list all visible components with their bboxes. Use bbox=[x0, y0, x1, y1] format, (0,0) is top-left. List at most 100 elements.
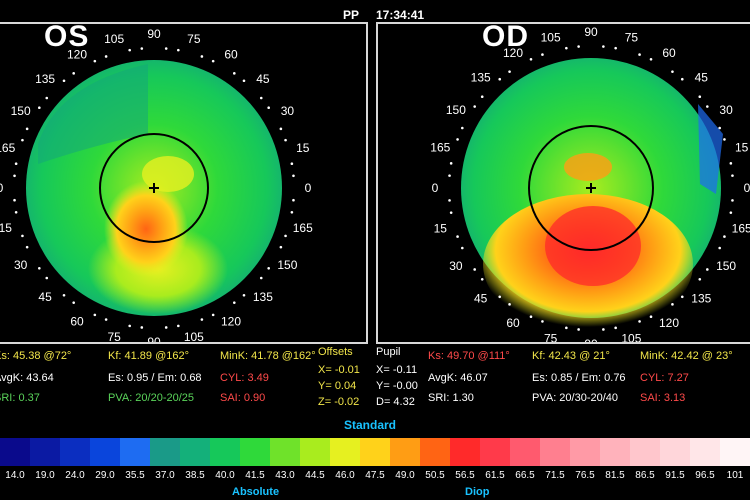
pupil-panel: Pupil X= -0.11 Y= -0.00 D= 4.32 bbox=[376, 346, 426, 416]
os-sai: SAI: 0.90 bbox=[220, 392, 266, 404]
od-center-cross bbox=[586, 183, 596, 193]
angle-tick bbox=[128, 324, 131, 328]
angle-tick bbox=[140, 47, 144, 50]
angle-label: 90 bbox=[147, 27, 161, 41]
scale-swatch bbox=[630, 438, 660, 466]
angle-tick bbox=[14, 211, 18, 214]
angle-tick bbox=[284, 234, 287, 238]
scale-value: 56.5 bbox=[455, 470, 475, 481]
angle-label: 105 bbox=[104, 32, 124, 46]
od-pupil-circle bbox=[528, 125, 654, 251]
pupil-d: D= 4.32 bbox=[376, 396, 415, 408]
scale-swatch bbox=[300, 438, 330, 466]
angle-label: 75 bbox=[544, 332, 558, 342]
scale-value: 37.0 bbox=[155, 470, 175, 481]
angle-tick bbox=[577, 45, 580, 48]
scale-swatch bbox=[690, 438, 720, 466]
angle-tick bbox=[233, 72, 236, 75]
angle-tick bbox=[448, 174, 451, 177]
od-map-panel[interactable]: OD bbox=[376, 20, 750, 344]
scale-value: 86.5 bbox=[635, 470, 655, 481]
os-angle-ticks bbox=[13, 47, 295, 329]
scale-value: 29.0 bbox=[95, 470, 115, 481]
angle-tick bbox=[72, 72, 75, 75]
angle-label: 75 bbox=[187, 32, 201, 46]
scale-value: 38.5 bbox=[185, 470, 205, 481]
angle-tick bbox=[680, 77, 684, 81]
od-cyl: CYL: 7.27 bbox=[640, 372, 689, 384]
angle-tick bbox=[242, 293, 246, 297]
angle-tick bbox=[177, 48, 180, 52]
angle-tick bbox=[480, 277, 484, 281]
angle-tick bbox=[200, 318, 204, 321]
angle-tick bbox=[706, 268, 709, 271]
angle-tick bbox=[456, 235, 459, 238]
angle-label: 90 bbox=[584, 25, 598, 39]
angle-tick bbox=[638, 320, 641, 323]
angle-label: 75 bbox=[625, 30, 639, 44]
angle-tick bbox=[72, 301, 75, 304]
angle-tick bbox=[242, 79, 246, 83]
angle-label: 30 bbox=[449, 259, 463, 273]
angle-tick bbox=[602, 328, 605, 331]
angle-tick bbox=[21, 138, 24, 142]
scale-value: 50.5 bbox=[425, 470, 445, 481]
angle-tick bbox=[279, 245, 283, 249]
pupil-title: Pupil bbox=[376, 346, 401, 358]
absolute-scale-label[interactable]: Absolute bbox=[232, 486, 280, 498]
scale-value: 61.5 bbox=[485, 470, 505, 481]
angle-tick bbox=[473, 105, 476, 108]
scale-value: 41.5 bbox=[245, 470, 265, 481]
color-scale-bar bbox=[0, 438, 750, 466]
scale-value: 49.0 bbox=[395, 470, 415, 481]
angle-label: 15 bbox=[735, 141, 749, 155]
angle-tick bbox=[200, 55, 204, 58]
scale-value: 46.0 bbox=[335, 470, 355, 481]
scale-value: 96.5 bbox=[695, 470, 715, 481]
offsets-panel: Offsets X= -0.01 Y= 0.04 Z= -0.02 bbox=[318, 346, 374, 416]
angle-tick bbox=[25, 127, 29, 131]
angle-label: 165 bbox=[293, 221, 313, 235]
os-map-panel[interactable]: OS bbox=[0, 20, 368, 344]
angle-label: 0 bbox=[744, 181, 750, 195]
scale-value: 40.0 bbox=[215, 470, 235, 481]
angle-tick bbox=[508, 70, 511, 73]
os-topography-map[interactable]: 0 15 30 45 60 75 90 105 120 135 150 165 0 15 30 45 60 75 9… bbox=[0, 24, 366, 342]
angle-tick bbox=[718, 246, 721, 250]
angle-tick bbox=[508, 303, 511, 306]
angle-tick bbox=[38, 267, 41, 270]
od-angle-ticks bbox=[448, 45, 734, 331]
diop-units-label[interactable]: Diop bbox=[465, 486, 490, 498]
angle-tick bbox=[211, 59, 215, 63]
angle-label: 105 bbox=[541, 30, 561, 44]
angle-tick bbox=[284, 138, 287, 142]
angle-tick bbox=[729, 162, 733, 165]
angle-label: 105 bbox=[621, 332, 641, 342]
angle-label: 135 bbox=[471, 71, 491, 85]
offsets-x: X= -0.01 bbox=[318, 364, 360, 376]
standard-scale-label[interactable]: Standard bbox=[344, 418, 397, 432]
scale-swatch bbox=[390, 438, 420, 466]
os-mink: MinK: 41.78 @162° bbox=[220, 350, 316, 362]
od-eye-label: OD bbox=[482, 20, 529, 53]
angle-label: 45 bbox=[256, 72, 270, 86]
angle-tick bbox=[671, 303, 674, 306]
angle-tick bbox=[62, 79, 66, 83]
angle-tick bbox=[290, 162, 294, 165]
angle-label: 30 bbox=[281, 104, 295, 118]
angle-tick bbox=[259, 96, 263, 100]
angle-tick bbox=[614, 326, 617, 330]
angle-label: 15 bbox=[434, 221, 448, 235]
angle-label: 15 bbox=[296, 141, 310, 155]
scale-swatch bbox=[240, 438, 270, 466]
angle-label: 30 bbox=[719, 103, 733, 117]
angle-label: 150 bbox=[277, 258, 297, 272]
angle-tick bbox=[279, 127, 283, 131]
angle-label: 120 bbox=[659, 316, 679, 330]
od-topography-map[interactable]: 0 15 30 45 60 75 90 105 120 135 150 165 0 15 30 45 60 75 9… bbox=[378, 24, 750, 342]
scale-swatch bbox=[180, 438, 210, 466]
scale-value: 19.0 bbox=[35, 470, 55, 481]
os-eye-label: OS bbox=[44, 20, 90, 53]
scale-swatch bbox=[540, 438, 570, 466]
